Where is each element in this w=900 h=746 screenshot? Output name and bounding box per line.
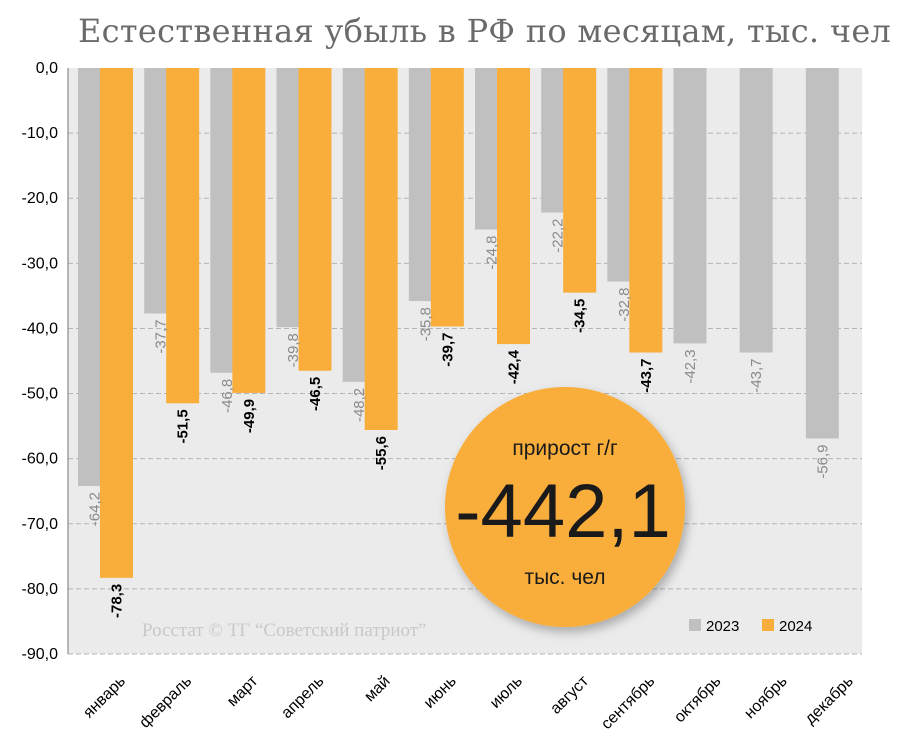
badge-circle bbox=[445, 387, 685, 627]
y-tick-label: -40,0 bbox=[22, 320, 59, 337]
bar-2024 bbox=[497, 68, 530, 345]
legend: 2023 2024 bbox=[689, 618, 812, 635]
category-label: март bbox=[224, 672, 262, 710]
bar-2024 bbox=[563, 68, 597, 293]
data-label-2024: -39,7 bbox=[439, 332, 456, 366]
badge-top-text: прирост г/г bbox=[512, 437, 618, 460]
y-tick-label: -30,0 bbox=[22, 255, 59, 272]
bar-2024 bbox=[298, 68, 332, 371]
category-label: июль bbox=[487, 673, 526, 712]
y-axis-ticks: 0,0 -10,0 -20,0 -30,0 -40,0 -50,0 -60,0 -70,0 -8… bbox=[22, 60, 59, 663]
data-label-2023: -39,8 bbox=[285, 333, 302, 367]
data-label-2023: -46,8 bbox=[219, 379, 236, 413]
data-labels: -64,2 -78,3 -37,7 -51,5 -46,8 -49,9 -39,8 -46,5… bbox=[87, 219, 832, 618]
category-label: июнь bbox=[421, 673, 460, 712]
category-label: январь bbox=[80, 673, 129, 722]
bar-2024 bbox=[232, 68, 266, 393]
y-tick-label: -70,0 bbox=[22, 516, 59, 533]
y-tick-label: -20,0 bbox=[22, 190, 59, 207]
legend-label-2023: 2023 bbox=[706, 618, 739, 635]
data-label-2024: -49,9 bbox=[241, 399, 258, 433]
category-label: май bbox=[361, 673, 393, 705]
data-label-2023: -24,8 bbox=[484, 235, 501, 269]
data-label-2023: -22,2 bbox=[550, 219, 567, 253]
bar-2024 bbox=[364, 68, 398, 431]
bar-2024 bbox=[166, 68, 200, 404]
data-label-2024: -55,6 bbox=[373, 436, 390, 470]
chart-title: Естественная убыль в РФ по месяцам, тыс.… bbox=[78, 12, 892, 50]
category-label: февраль bbox=[136, 673, 195, 732]
badge-bottom-text: тыс. чел bbox=[524, 566, 605, 589]
gridlines bbox=[67, 68, 862, 655]
bar-2024 bbox=[430, 68, 464, 327]
bar-2023 bbox=[673, 68, 707, 344]
data-label-2023: -43,7 bbox=[748, 359, 765, 393]
y-tick-label: -80,0 bbox=[22, 581, 59, 598]
y-tick-label: -60,0 bbox=[22, 451, 59, 468]
data-label-2023: -37,7 bbox=[153, 319, 170, 353]
badge-value: -442,1 bbox=[455, 469, 671, 554]
category-label: ноябрь bbox=[741, 673, 790, 722]
data-label-2024: -43,7 bbox=[638, 359, 655, 393]
data-label-2023: -42,3 bbox=[682, 349, 699, 383]
watermark-text: Росстат © ТГ “Советский патриот” bbox=[142, 620, 426, 641]
legend-swatch-2023 bbox=[689, 619, 701, 631]
data-label-2023: -64,2 bbox=[87, 492, 104, 526]
bar-2023 bbox=[739, 68, 773, 353]
bar-2024 bbox=[629, 68, 663, 353]
data-label-2023: -56,9 bbox=[814, 444, 831, 478]
category-label: апрель bbox=[278, 673, 327, 722]
y-tick-label: -10,0 bbox=[22, 125, 59, 142]
data-label-2024: -42,4 bbox=[506, 349, 523, 384]
category-label: сентябрь bbox=[598, 673, 658, 733]
bar-2023 bbox=[805, 68, 839, 439]
y-tick-label: 0,0 bbox=[36, 60, 58, 77]
data-label-2024: -34,5 bbox=[572, 299, 589, 333]
data-label-2024: -51,5 bbox=[175, 409, 192, 443]
data-label-2023: -48,2 bbox=[351, 388, 368, 422]
y-tick-label: -90,0 bbox=[22, 646, 59, 663]
data-label-2023: -32,8 bbox=[616, 288, 633, 322]
category-label: декабрь bbox=[802, 673, 857, 728]
y-tick-label: -50,0 bbox=[22, 386, 59, 403]
bars bbox=[78, 68, 839, 578]
bar-2024 bbox=[100, 68, 133, 578]
legend-label-2024: 2024 bbox=[779, 618, 812, 635]
data-label-2023: -35,8 bbox=[417, 307, 434, 341]
category-label: октябрь bbox=[671, 673, 724, 726]
data-label-2024: -78,3 bbox=[109, 584, 126, 618]
category-label: август bbox=[547, 672, 592, 717]
data-label-2024: -46,5 bbox=[307, 377, 324, 411]
growth-badge: прирост г/г -442,1 тыс. чел bbox=[445, 387, 685, 627]
legend-swatch-2024 bbox=[762, 619, 774, 631]
x-axis-categories: январь февраль март апрель май июнь июль август… bbox=[80, 672, 857, 733]
